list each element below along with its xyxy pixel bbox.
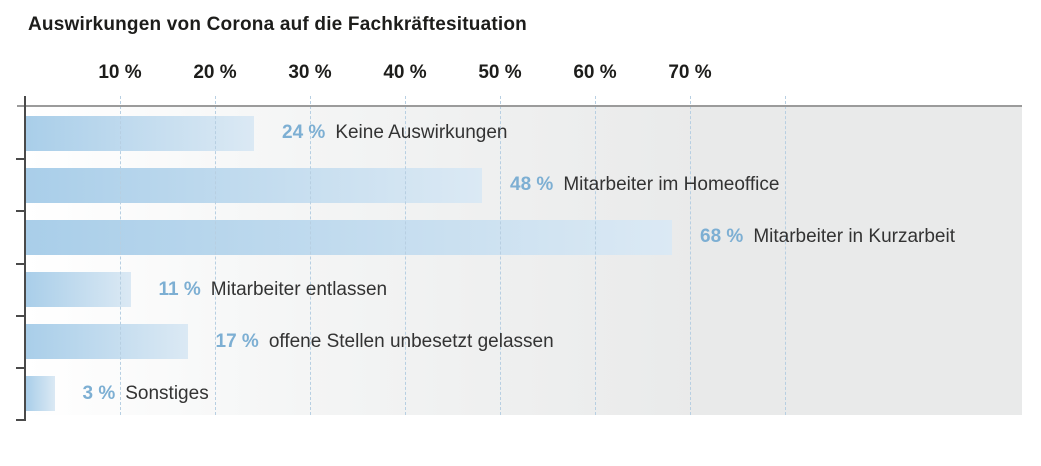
y-axis-tick: [16, 419, 25, 422]
chart-title: Auswirkungen von Corona auf die Fachkräf…: [28, 14, 527, 35]
bar-label-row-3: 68 % Mitarbeiter in Kurzarbeit: [700, 220, 955, 255]
bar-category-label: Mitarbeiter im Homeoffice: [563, 174, 780, 196]
bar-category-label: Mitarbeiter in Kurzarbeit: [753, 226, 956, 248]
gridline-70-percent: [690, 96, 691, 415]
bar-4: [26, 272, 131, 308]
bar-label-row-6: 3 % Sonstiges: [83, 376, 209, 411]
x-axis-tick-label: 50 %: [478, 62, 522, 83]
bar-5: [26, 324, 188, 360]
gridline-80-percent: [785, 96, 786, 415]
bar-label-row-4: 11 % Mitarbeiter entlassen: [159, 272, 388, 307]
bar-3: [26, 219, 672, 255]
bar-2: [26, 167, 482, 203]
gridline-60-percent: [595, 96, 596, 415]
plot-top-border: [17, 105, 1022, 107]
x-axis-tick-label: 10 %: [98, 62, 142, 83]
x-axis-tick-label: 30 %: [288, 62, 332, 83]
bar-label-row-1: 24 % Keine Auswirkungen: [282, 116, 507, 151]
gridline-20-percent: [215, 96, 216, 415]
y-axis-tick: [16, 366, 25, 369]
bar-1: [26, 115, 254, 151]
y-axis-tick: [16, 158, 25, 161]
gridline-50-percent: [500, 96, 501, 415]
x-axis-tick-label: 60 %: [573, 62, 617, 83]
gridline-30-percent: [310, 96, 311, 415]
x-axis-tick-label: 20 %: [193, 62, 237, 83]
y-axis-tick: [16, 210, 25, 213]
bar-category-label: Mitarbeiter entlassen: [210, 278, 388, 300]
bar-label-row-2: 48 % Mitarbeiter im Homeoffice: [510, 168, 779, 203]
plot-background: [25, 107, 1022, 415]
bar-category-label: Sonstiges: [125, 382, 209, 404]
bar-value-label: 3 %: [82, 382, 116, 404]
gridline-10-percent: [120, 96, 121, 415]
bar-value-label: 24 %: [282, 122, 326, 144]
bar-value-label: 11 %: [158, 278, 201, 300]
x-axis-tick-label: 40 %: [383, 62, 427, 83]
bar-value-label: 68 %: [700, 226, 744, 248]
bar-value-label: 48 %: [510, 174, 554, 196]
y-axis-line: [24, 96, 26, 421]
bar-category-label: offene Stellen unbesetzt gelassen: [268, 330, 554, 352]
bar-6: [26, 376, 55, 412]
bar-value-label: 17 %: [215, 330, 259, 352]
x-axis-tick-label: 70 %: [668, 62, 712, 83]
gridline-40-percent: [405, 96, 406, 415]
y-axis-tick: [16, 262, 25, 265]
bar-label-row-5: 17 % offene Stellen unbesetzt gelassen: [216, 324, 554, 359]
y-axis-tick: [16, 314, 25, 317]
bar-category-label: Keine Auswirkungen: [335, 122, 508, 144]
